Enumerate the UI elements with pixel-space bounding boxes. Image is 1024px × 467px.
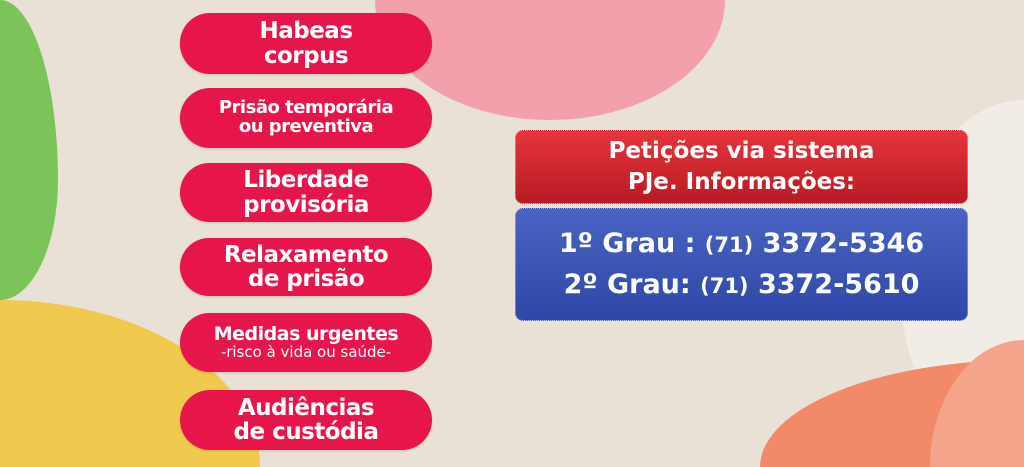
service-liberdade-provisoria: Liberdade provisória (180, 163, 432, 222)
service-medidas-urgentes: Medidas urgentes -risco à vida ou saúde- (180, 313, 432, 372)
phone-label: 1º Grau : (558, 227, 696, 259)
service-label: corpus (263, 42, 349, 69)
info-title-box: Petições via sistema PJe. Informações: (515, 130, 968, 204)
phone-label: 2º Grau: (563, 268, 691, 300)
service-label: Habeas (259, 18, 353, 45)
phone-second-degree: 2º Grau: (71) 3372-5610 (516, 265, 967, 306)
service-label: Medidas urgentes (213, 322, 399, 345)
phone-number: 3372-5610 (757, 268, 920, 300)
green-shape (0, 0, 58, 300)
service-prisao-temporaria: Prisão temporária ou preventiva (180, 88, 432, 148)
service-label: ou preventiva (238, 116, 374, 137)
phones-box: 1º Grau : (71) 3372-5346 2º Grau: (71) 3… (515, 208, 968, 321)
service-sublabel: -risco à vida ou saúde- (220, 342, 392, 361)
service-label: Prisão temporária (218, 97, 394, 119)
service-label: de custódia (233, 419, 379, 445)
service-audiencias: Audiências de custódia (180, 390, 432, 450)
phone-area: (71) (704, 232, 754, 257)
service-habeas-corpus: Habeas corpus (180, 13, 432, 74)
info-title: PJe. Informações: (627, 169, 856, 195)
phone-first-degree: 1º Grau : (71) 3372-5346 (516, 224, 967, 265)
service-label: provisória (243, 191, 369, 218)
phone-area: (71) (700, 273, 749, 298)
service-label: Relaxamento (223, 241, 389, 268)
service-label: de prisão (247, 266, 365, 292)
service-relaxamento: Relaxamento de prisão (180, 238, 432, 296)
phone-number: 3372-5346 (762, 227, 925, 259)
service-label: Audiências (237, 394, 375, 421)
service-label: Liberdade (243, 167, 369, 194)
info-title: Petições via sistema (608, 138, 875, 164)
